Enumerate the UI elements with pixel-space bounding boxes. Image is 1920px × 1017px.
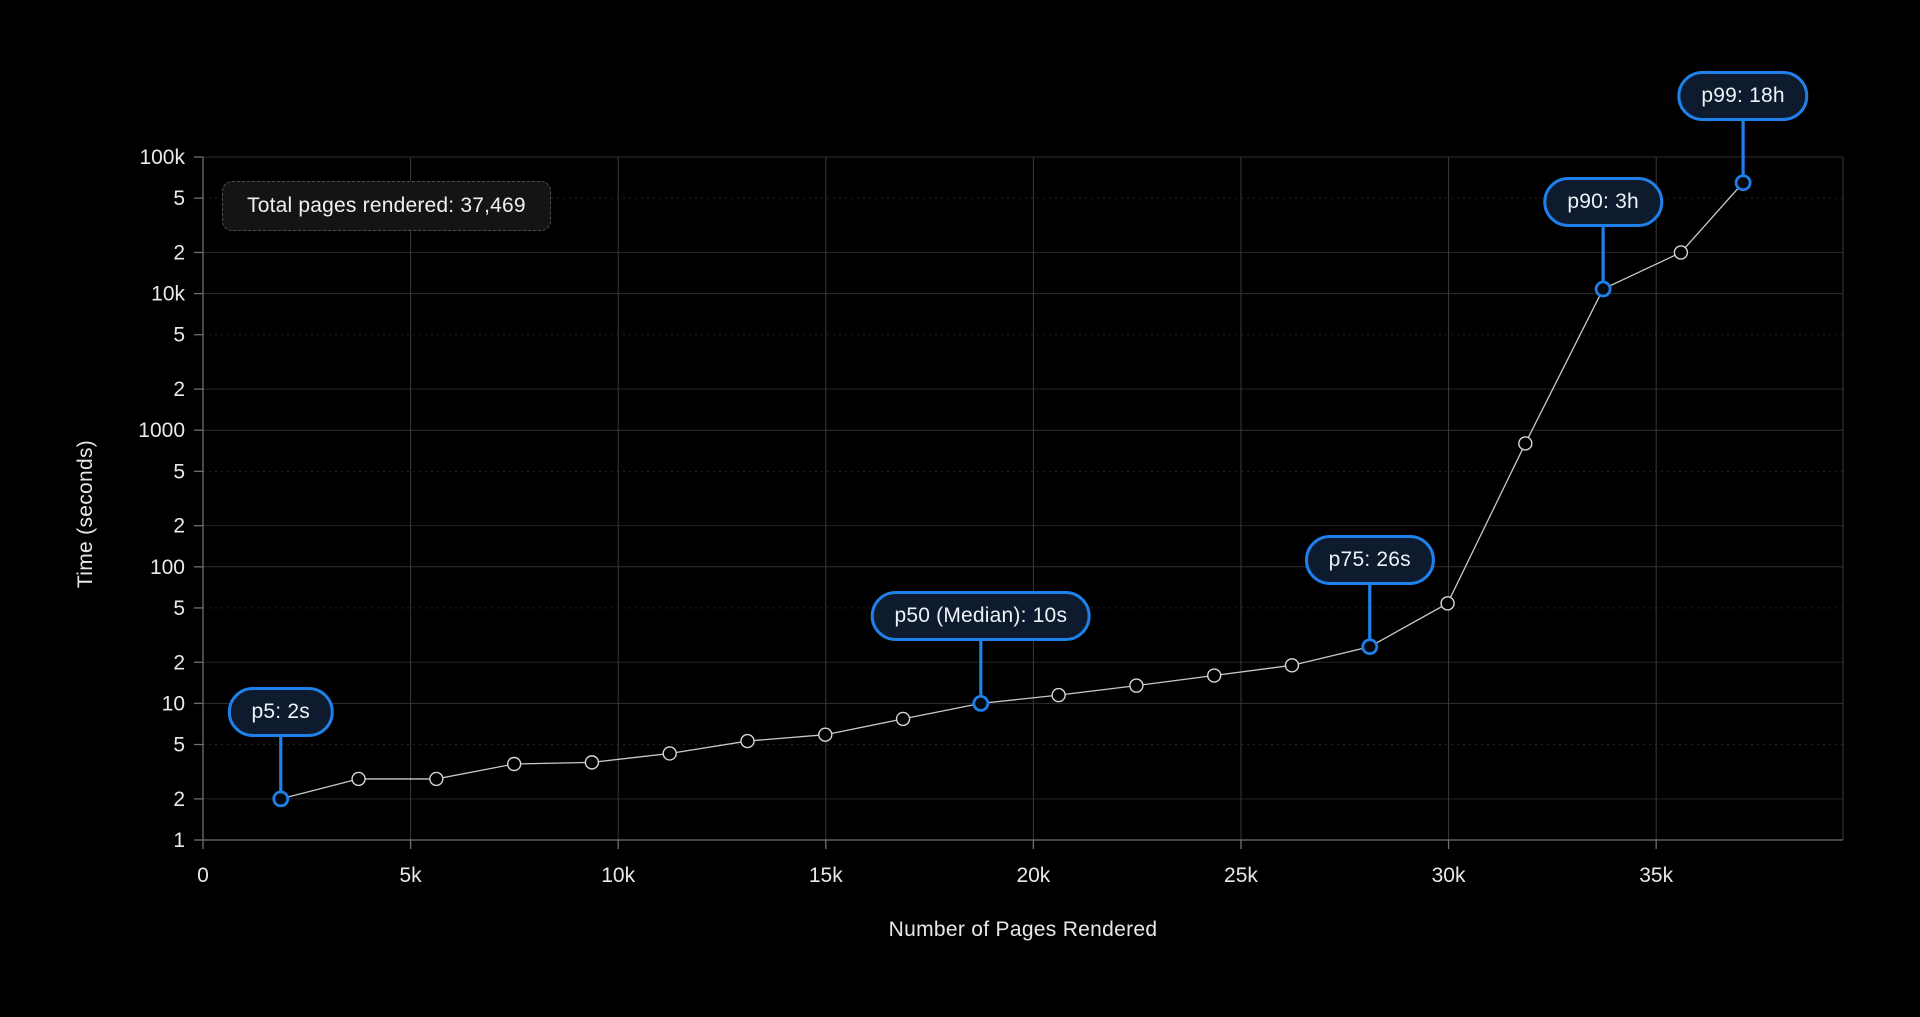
y-tick-label: 5 xyxy=(173,324,185,347)
total-pages-label: Total pages rendered: 37,469 xyxy=(247,194,526,217)
data-point xyxy=(1284,658,1300,673)
data-point xyxy=(1673,245,1689,260)
x-tick-label: 15k xyxy=(809,864,843,887)
annotation-p99-label: p99: 18h xyxy=(1701,83,1785,107)
data-point xyxy=(506,756,522,772)
y-tick-label: 5 xyxy=(173,460,185,483)
data-point-highlighted xyxy=(1594,280,1612,298)
annotation-p99: p99: 18h xyxy=(1677,70,1809,121)
data-point-highlighted xyxy=(1734,174,1752,192)
y-tick-label: 1 xyxy=(173,829,185,852)
data-point-highlighted xyxy=(1361,638,1379,656)
x-tick-label: 30k xyxy=(1432,864,1466,887)
y-tick-label: 100 xyxy=(150,556,185,579)
x-tick-label: 10k xyxy=(601,864,635,887)
data-point-highlighted xyxy=(272,790,290,808)
data-point xyxy=(818,727,833,742)
y-tick-label: 1000 xyxy=(138,419,185,442)
x-tick-label: 20k xyxy=(1016,864,1050,887)
annotation-p90-label: p90: 3h xyxy=(1567,190,1639,214)
annotation-p75-label: p75: 26s xyxy=(1328,547,1411,571)
series-line xyxy=(280,182,1744,800)
data-point xyxy=(429,771,444,787)
annotation-p5: p5: 2s xyxy=(227,686,334,737)
y-tick-label: 5 xyxy=(173,734,185,757)
data-point xyxy=(1206,668,1222,683)
y-tick-label: 2 xyxy=(173,788,185,811)
y-tick-label: 2 xyxy=(173,515,185,538)
x-tick-label: 0 xyxy=(197,864,209,887)
data-point xyxy=(1518,436,1533,451)
data-point xyxy=(1051,687,1066,703)
x-tick-label: 5k xyxy=(400,864,423,887)
data-point xyxy=(662,746,677,761)
data-point xyxy=(351,771,366,787)
annotation-p50: p50 (Median): 10s xyxy=(870,591,1092,642)
data-point xyxy=(1129,678,1144,693)
annotation-p5-label: p5: 2s xyxy=(251,699,310,723)
annotation-p90: p90: 3h xyxy=(1543,177,1663,228)
x-axis-title: Number of Pages Rendered xyxy=(888,918,1158,941)
data-point xyxy=(740,733,755,749)
y-tick-label: 2 xyxy=(173,378,185,401)
x-tick-label: 25k xyxy=(1224,864,1258,887)
y-tick-label: 2 xyxy=(173,651,185,674)
total-pages-box: Total pages rendered: 37,469 xyxy=(222,181,551,231)
y-tick-label: 100k xyxy=(139,146,185,169)
annotation-p50-label: p50 (Median): 10s xyxy=(894,604,1068,628)
annotation-p75: p75: 26s xyxy=(1304,534,1435,585)
data-point-highlighted xyxy=(972,695,990,712)
y-tick-label: 10k xyxy=(151,283,185,306)
y-tick-label: 10 xyxy=(162,692,185,715)
x-tick-label: 35k xyxy=(1639,864,1673,887)
y-axis-title: Time (seconds) xyxy=(74,439,97,589)
data-point xyxy=(895,711,911,727)
data-point xyxy=(584,755,600,770)
y-tick-label: 2 xyxy=(173,241,185,264)
y-tick-label: 5 xyxy=(173,597,185,620)
y-tick-label: 5 xyxy=(173,187,185,210)
data-point xyxy=(1440,596,1455,611)
